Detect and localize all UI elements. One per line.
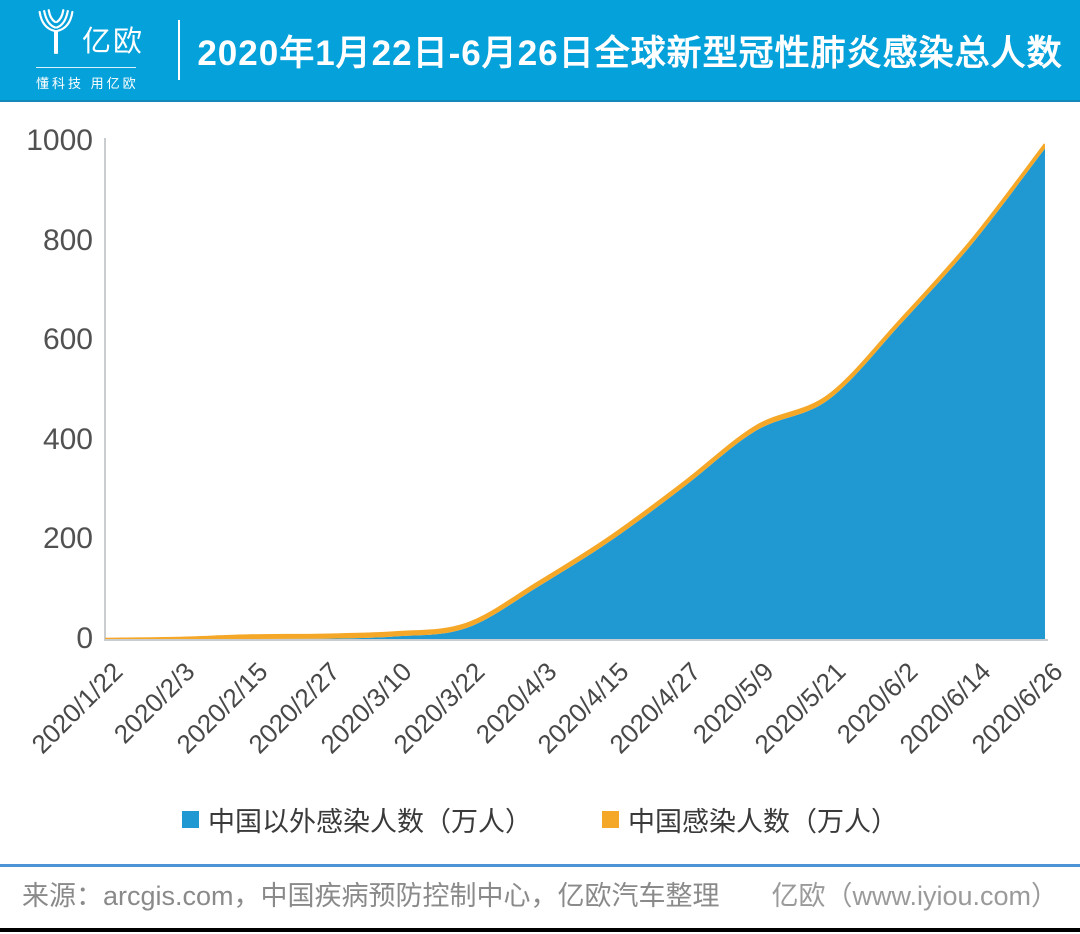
x-axis-label: 2020/1/22 <box>25 656 129 760</box>
area-outside-china <box>105 148 1045 639</box>
logo-icon <box>36 8 76 60</box>
legend-item-china: 中国感染人数（万人） <box>602 800 898 839</box>
legend-label: 中国感染人数（万人） <box>628 807 898 837</box>
y-axis-label: 600 <box>42 323 93 357</box>
line-total <box>105 143 1045 639</box>
header-banner: 亿欧 懂科技 用亿欧 2020年1月22日-6月26日全球新型冠性肺炎感染总人数 <box>0 0 1080 102</box>
header-divider <box>178 20 180 80</box>
logo-text: 亿欧 <box>82 25 145 58</box>
legend-label: 中国以外感染人数（万人） <box>208 807 532 837</box>
stacked-area-chart <box>105 143 1045 639</box>
legend-item-outside-china: 中国以外感染人数（万人） <box>182 800 532 839</box>
source-text: 来源：arcgis.com，中国疾病预防控制中心，亿欧汽车整理 <box>22 881 720 911</box>
legend-swatch-orange <box>602 811 619 828</box>
x-axis-line <box>104 639 1048 641</box>
logo: 亿欧 懂科技 用亿欧 <box>0 8 178 92</box>
y-axis-label: 1000 <box>26 124 93 157</box>
logo-underline <box>36 66 136 68</box>
legend-swatch-blue <box>182 811 199 828</box>
site-credit: 亿欧（www.iyiou.com） <box>771 881 1058 911</box>
footer-divider <box>0 864 1080 867</box>
y-axis-label: 0 <box>76 622 93 655</box>
page-title: 2020年1月22日-6月26日全球新型冠性肺炎感染总人数 <box>197 33 1063 73</box>
footer: 来源：arcgis.com，中国疾病预防控制中心，亿欧汽车整理 亿欧（www.i… <box>0 874 1080 913</box>
y-axis-line <box>104 138 106 641</box>
y-axis-label: 800 <box>42 223 93 257</box>
y-axis-label: 200 <box>42 522 93 556</box>
bottom-bar <box>0 928 1080 932</box>
chart-legend: 中国以外感染人数（万人） 中国感染人数（万人） <box>0 800 1080 839</box>
logo-tagline: 懂科技 用亿欧 <box>36 75 139 91</box>
y-axis-label: 400 <box>42 422 93 456</box>
